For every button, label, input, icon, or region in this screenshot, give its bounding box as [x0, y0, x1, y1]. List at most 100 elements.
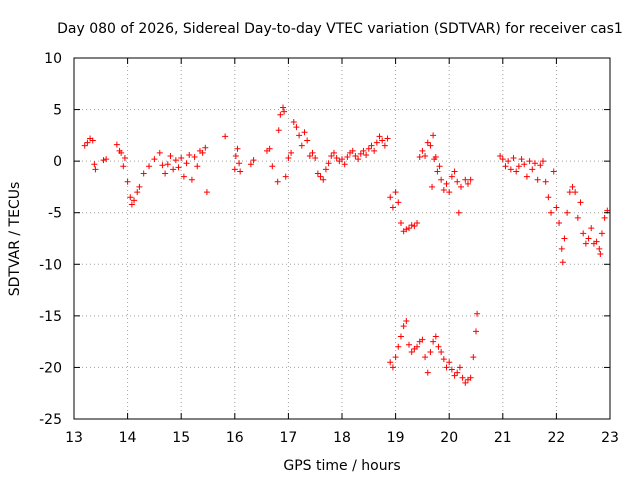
data-point	[355, 156, 362, 163]
data-point	[306, 152, 313, 159]
data-point	[381, 142, 388, 149]
data-point	[456, 364, 463, 371]
data-point	[91, 161, 98, 168]
data-point	[507, 166, 514, 173]
data-point	[470, 354, 477, 361]
data-point	[156, 149, 163, 156]
x-tick-label: 14	[119, 430, 137, 446]
data-point	[376, 133, 383, 140]
data-point	[473, 328, 479, 335]
data-point	[569, 183, 576, 190]
data-point	[414, 343, 421, 350]
data-point	[540, 158, 546, 165]
x-tick-label: 19	[387, 430, 405, 446]
data-point	[84, 139, 91, 146]
data-point	[162, 170, 169, 177]
data-point	[464, 180, 471, 187]
data-point	[531, 160, 538, 167]
x-tick-label: 16	[226, 430, 244, 446]
data-point	[194, 163, 201, 170]
data-point	[360, 147, 367, 154]
data-point	[301, 129, 308, 136]
data-point	[446, 189, 453, 196]
data-point	[422, 354, 429, 361]
data-point	[296, 132, 303, 139]
data-point	[341, 161, 348, 168]
data-point	[188, 176, 195, 183]
data-point	[446, 359, 453, 366]
data-point	[545, 194, 552, 201]
data-point	[309, 149, 316, 156]
data-point	[357, 150, 364, 157]
data-point	[406, 225, 412, 232]
data-point	[118, 149, 125, 156]
data-point	[414, 220, 421, 227]
data-point	[440, 356, 447, 363]
data-point	[146, 163, 153, 170]
data-point	[430, 132, 437, 139]
data-point	[548, 209, 555, 216]
data-point	[443, 364, 450, 371]
data-point	[131, 197, 138, 204]
data-point	[344, 154, 351, 161]
x-tick-label: 21	[494, 430, 512, 446]
data-point	[454, 178, 461, 185]
x-axis-label: GPS time / hours	[283, 458, 400, 474]
data-point	[416, 154, 423, 161]
data-point	[523, 173, 530, 180]
data-point	[427, 142, 434, 149]
data-point	[280, 104, 287, 111]
x-tick-label: 20	[440, 430, 458, 446]
data-point	[443, 180, 450, 187]
data-point	[553, 204, 560, 211]
y-tick-labels: 10 5 0 -5 -10 -15 -20 -25	[39, 51, 62, 428]
data-point	[448, 173, 455, 180]
data-point	[349, 147, 356, 154]
x-tick-label: 22	[547, 430, 565, 446]
y-tick-label: -10	[39, 257, 62, 273]
data-point	[232, 152, 239, 159]
data-point	[128, 201, 135, 208]
data-point	[231, 166, 238, 173]
data-point	[397, 220, 404, 227]
data-point	[454, 369, 461, 376]
data-point	[427, 348, 434, 355]
data-point	[474, 310, 481, 317]
axis-ticks	[73, 57, 611, 420]
data-point	[164, 161, 171, 168]
data-point	[534, 176, 541, 183]
data-point	[451, 372, 458, 379]
data-point	[457, 183, 464, 190]
data-point	[387, 359, 394, 366]
y-axis-label: SDTVAR / TECUs	[7, 182, 23, 297]
data-point	[395, 343, 402, 350]
data-point	[389, 364, 396, 371]
data-point	[373, 139, 380, 146]
data-point	[510, 155, 517, 162]
data-point	[247, 161, 254, 168]
data-point	[298, 142, 305, 149]
x-tick-label: 17	[279, 430, 297, 446]
data-point	[293, 124, 300, 131]
data-point	[430, 338, 437, 345]
data-point	[100, 157, 107, 164]
data-point	[564, 209, 571, 216]
chart-title: Day 080 of 2026, Sidereal Day-to-day VTE…	[57, 21, 623, 37]
data-point	[406, 341, 412, 348]
data-point	[585, 235, 592, 242]
data-point	[580, 230, 587, 237]
data-point	[368, 142, 375, 149]
data-points	[81, 104, 611, 386]
data-point	[339, 156, 345, 163]
data-point	[455, 209, 462, 216]
data-point	[559, 259, 566, 266]
data-point	[513, 168, 520, 175]
data-point	[277, 111, 284, 118]
data-point	[424, 369, 431, 376]
data-point	[180, 173, 187, 180]
data-point	[403, 226, 410, 233]
data-point	[365, 145, 372, 152]
x-tick-labels: 13 14 15 16 17 18 19 20 21 22 23	[65, 430, 619, 446]
data-point	[411, 223, 418, 230]
